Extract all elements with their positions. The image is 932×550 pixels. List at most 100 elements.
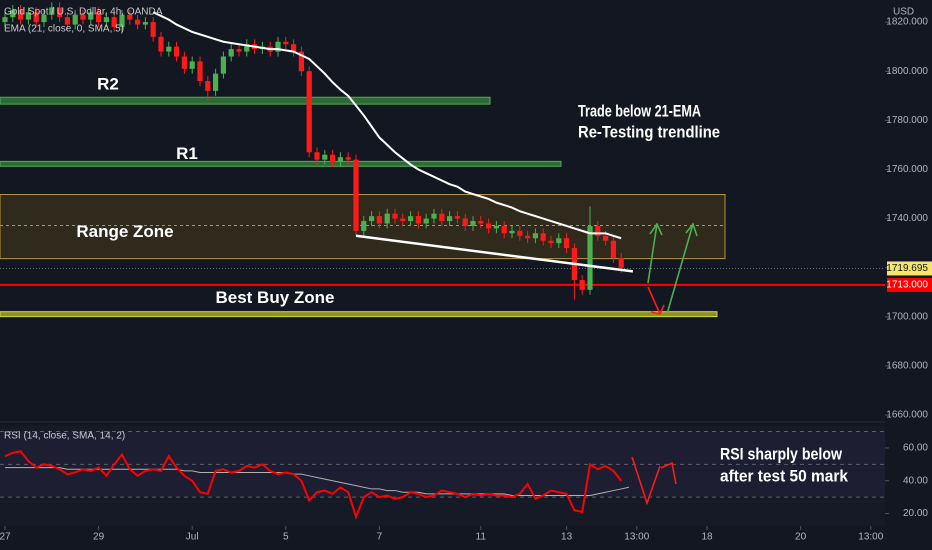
x-tick-label: Jul	[186, 532, 199, 543]
candle-body	[353, 159, 359, 231]
candle-body	[517, 230, 523, 236]
zone-label: R2	[97, 75, 119, 94]
zone	[0, 311, 718, 318]
rsi-legend: RSI (14, close, SMA, 14, 2)	[4, 431, 125, 442]
candle-body	[493, 225, 499, 229]
candle-body	[142, 22, 148, 25]
candle-body	[524, 235, 531, 239]
candle-body	[95, 12, 102, 23]
candle-body	[298, 51, 304, 72]
candle-body	[80, 14, 86, 20]
candle-body	[17, 9, 24, 20]
candle-body	[10, 9, 16, 18]
candle-body	[197, 61, 203, 82]
candle-body	[478, 221, 484, 224]
candle-body	[166, 46, 172, 52]
candle-body	[446, 216, 453, 222]
candle-body	[220, 56, 226, 74]
y-tick-label: 40.00	[903, 475, 928, 486]
candle-body	[41, 14, 47, 23]
candle-body	[532, 233, 538, 239]
candle-body	[72, 14, 78, 25]
candle-body	[25, 12, 31, 20]
level-box	[887, 277, 932, 292]
ema-legend: EMA (21, close, 0, SMA, 5)	[4, 24, 124, 35]
y-tick-label: 1800.000	[886, 66, 928, 77]
last-price-label: 1719.695	[886, 263, 928, 274]
candle-body	[236, 49, 242, 52]
y-tick-label: 1740.000	[886, 213, 928, 224]
candle-body	[228, 49, 234, 57]
zone	[0, 160, 562, 167]
chart-title: Gold Spot / U.S. Dollar, 4h, OANDA	[4, 7, 163, 18]
y-tick-label: 1820.000	[886, 17, 928, 28]
rsi-sketch	[660, 461, 677, 485]
x-tick-label: 11	[476, 532, 487, 543]
zone-label: R1	[176, 144, 198, 163]
trendline	[355, 234, 634, 273]
rsi-pane	[0, 426, 885, 526]
candle-body	[610, 240, 617, 258]
y-tick-label: 60.00	[903, 443, 928, 454]
candle-body	[376, 216, 382, 224]
candle-body	[439, 213, 445, 222]
x-tick-label: 13	[561, 532, 573, 543]
candle-body	[368, 216, 375, 222]
candle-body	[392, 213, 398, 219]
candle-body	[415, 216, 421, 224]
y-tick-label: 1680.000	[886, 361, 928, 372]
candle-body	[384, 213, 390, 224]
x-tick-label: 13:00	[624, 532, 649, 543]
annotation: RSI sharply below	[720, 444, 843, 463]
zone-label: Best Buy Zone	[215, 288, 334, 307]
candle-body	[587, 225, 593, 290]
x-tick-label: 27	[0, 532, 11, 543]
candle-body	[431, 213, 437, 219]
x-tick-label: 5	[283, 532, 289, 543]
candle-body	[361, 221, 367, 231]
candle-body	[462, 218, 468, 226]
candle-body	[579, 280, 585, 290]
candle-body	[111, 17, 117, 28]
candle-body	[618, 257, 624, 268]
candle-body	[275, 41, 281, 52]
y-tick-label: 1760.000	[886, 164, 928, 175]
candle-body	[400, 218, 406, 222]
series-line	[4, 467, 630, 496]
candle-body	[88, 12, 94, 20]
candle-body	[306, 71, 312, 153]
x-tick-label: 7	[377, 532, 383, 543]
candle-body	[119, 14, 125, 28]
currency: USD	[893, 7, 914, 18]
candle-body	[563, 238, 570, 249]
candle-body	[595, 225, 601, 236]
candle-body	[64, 17, 70, 25]
candle-body	[337, 157, 343, 163]
candle-body	[501, 225, 507, 234]
candle-body	[33, 12, 39, 23]
y-tick-label: 20.00	[903, 508, 928, 519]
candle-body	[2, 17, 8, 23]
candle-body	[540, 233, 546, 241]
candle-body	[127, 14, 133, 20]
candle-body	[181, 56, 187, 69]
candle-body	[173, 46, 180, 57]
candle-body	[314, 152, 320, 160]
y-tick-label: 1700.000	[886, 311, 928, 322]
candle-body	[407, 216, 414, 222]
candle-body	[56, 7, 63, 18]
arrow	[647, 223, 658, 284]
y-tick-label: 1660.000	[886, 410, 928, 421]
annotation: Re-Testing trendline	[578, 122, 720, 141]
series-line	[4, 450, 622, 520]
zone-label: Range Zone	[76, 222, 173, 241]
candle-body	[603, 235, 609, 241]
candle-body	[509, 230, 515, 234]
arrow	[647, 286, 661, 315]
candle-body	[134, 19, 141, 25]
candle-body	[158, 36, 164, 52]
series-line	[152, 11, 622, 240]
